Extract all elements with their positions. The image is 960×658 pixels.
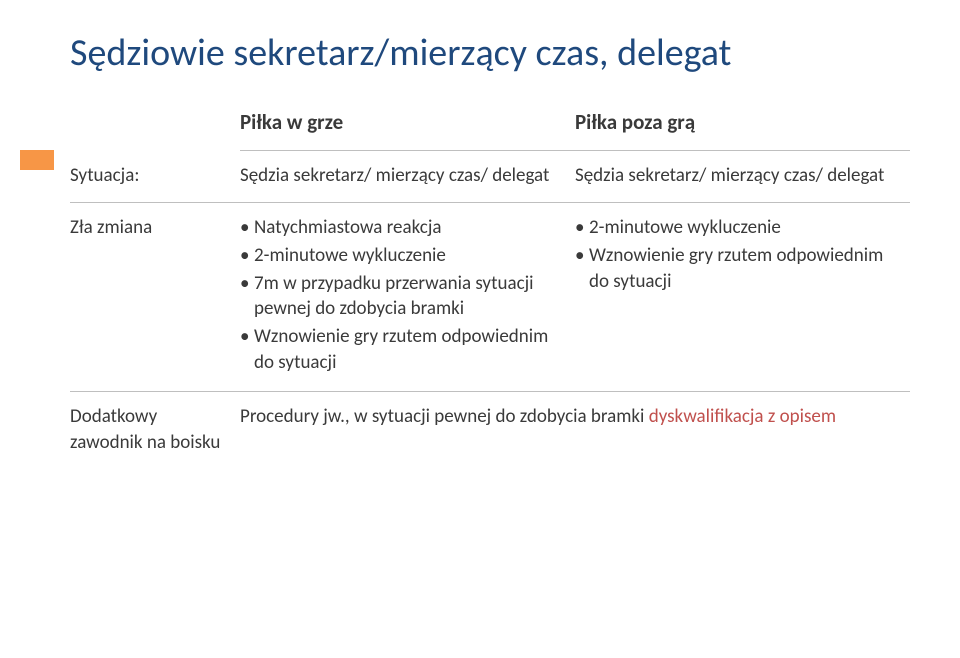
page-title: Sędziowie sekretarz/mierzący czas, deleg… [70, 30, 910, 78]
list-item: 7m w przypadku przerwania sytuacji pewne… [240, 271, 559, 322]
accent-bar [20, 150, 54, 170]
list-item: Wznowienie gry rzutem odpowiednim do syt… [240, 324, 559, 375]
col-header-in-play: Piłka w grze [240, 96, 575, 151]
list-bad-change-in-play: Natychmiastowa reakcja 2-minutowe wykluc… [240, 215, 559, 375]
row-label-bad-change: Zła zmiana [70, 203, 240, 392]
list-item: 2-minutowe wykluczenie [575, 215, 894, 241]
cell-bad-change-out-of-play: 2-minutowe wykluczenie Wznowienie gry rz… [575, 203, 910, 392]
col-header-out-of-play: Piłka poza grą [575, 96, 910, 151]
list-item: Wznowienie gry rzutem odpowiednim do syt… [575, 243, 894, 294]
row-header-situation: Sytuacja: [70, 96, 240, 203]
content-table: Sytuacja: Piłka w grze Piłka poza grą Sę… [70, 96, 910, 470]
list-item: Natychmiastowa reakcja [240, 215, 559, 241]
list-item: 2-minutowe wykluczenie [240, 243, 559, 269]
subheader-col2: Sędzia sekretarz/ mierzący czas/ delegat [575, 150, 910, 203]
extra-player-text: Procedury jw., w sytuacji pewnej do zdob… [240, 405, 649, 428]
header-row-main: Sytuacja: Piłka w grze Piłka poza grą [70, 96, 910, 151]
table-row: Dodatkowy zawodnik na boisku Procedury j… [70, 392, 910, 470]
table-row: Zła zmiana Natychmiastowa reakcja 2-minu… [70, 203, 910, 392]
subheader-col1: Sędzia sekretarz/ mierzący czas/ delegat [240, 150, 575, 203]
cell-bad-change-in-play: Natychmiastowa reakcja 2-minutowe wykluc… [240, 203, 575, 392]
extra-player-emph: dyskwalifikacja z opisem [649, 405, 836, 428]
slide: Sędziowie sekretarz/mierzący czas, deleg… [0, 0, 960, 500]
row-label-extra-player: Dodatkowy zawodnik na boisku [70, 392, 240, 470]
list-bad-change-out-of-play: 2-minutowe wykluczenie Wznowienie gry rz… [575, 215, 894, 294]
cell-extra-player: Procedury jw., w sytuacji pewnej do zdob… [240, 392, 910, 470]
